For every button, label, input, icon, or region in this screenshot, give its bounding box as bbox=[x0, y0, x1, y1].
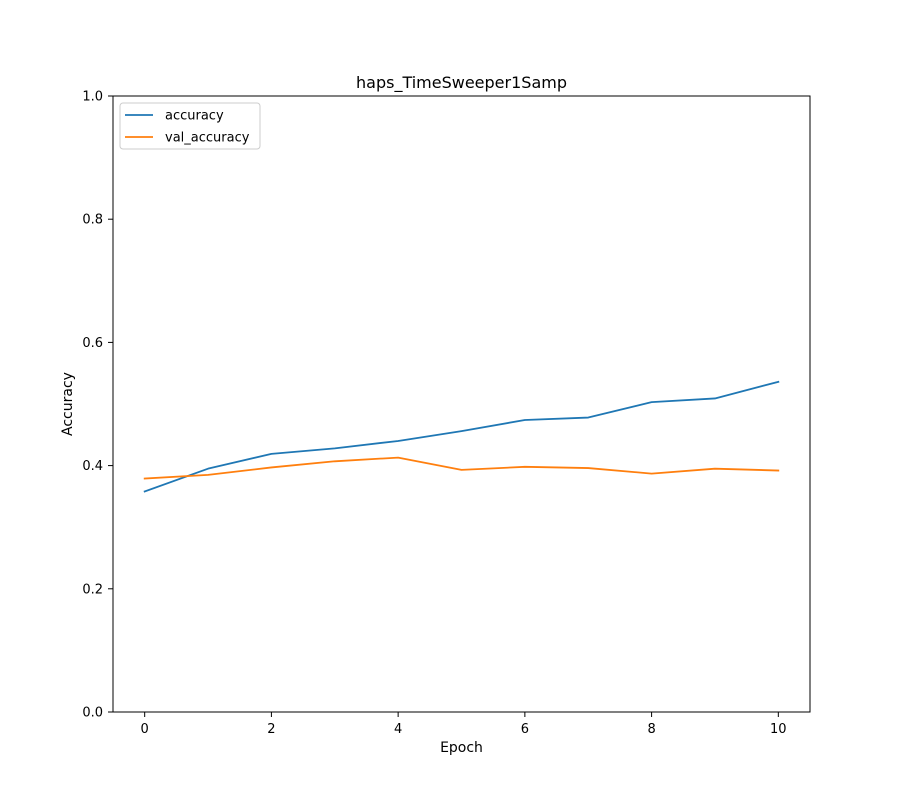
y-axis: 0.0 0.2 0.4 0.6 0.8 1.0 bbox=[82, 90, 113, 721]
y-tick-label: 0.2 bbox=[82, 582, 103, 597]
y-tick-label: 0.6 bbox=[82, 336, 103, 351]
legend-label-val-accuracy: val_accuracy bbox=[165, 131, 250, 146]
y-tick-label: 1.0 bbox=[82, 90, 103, 105]
x-axis: 0 2 4 6 8 10 bbox=[141, 712, 787, 737]
series-line-accuracy bbox=[143, 380, 780, 493]
y-tick-label: 0.8 bbox=[82, 213, 103, 228]
y-tick-label: 0.0 bbox=[82, 706, 103, 721]
x-tick-label: 8 bbox=[647, 722, 655, 737]
plot-area bbox=[112, 95, 811, 713]
x-tick-label: 0 bbox=[141, 722, 149, 737]
legend: accuracy val_accuracy bbox=[119, 102, 261, 150]
series-layer bbox=[143, 380, 780, 493]
y-axis-label: Accuracy bbox=[60, 372, 76, 436]
plot-frame bbox=[112, 95, 811, 713]
legend-label-accuracy: accuracy bbox=[165, 109, 224, 124]
x-tick-label: 6 bbox=[521, 722, 529, 737]
y-tick-label: 0.4 bbox=[82, 459, 103, 474]
x-tick-label: 2 bbox=[267, 722, 275, 737]
chart-title: haps_TimeSweeper1Samp bbox=[356, 73, 567, 93]
legend-box bbox=[119, 102, 261, 150]
x-axis-label: Epoch bbox=[440, 740, 483, 756]
series-line-val-accuracy bbox=[143, 456, 780, 480]
x-tick-label: 4 bbox=[394, 722, 402, 737]
x-tick-label: 10 bbox=[770, 722, 787, 737]
